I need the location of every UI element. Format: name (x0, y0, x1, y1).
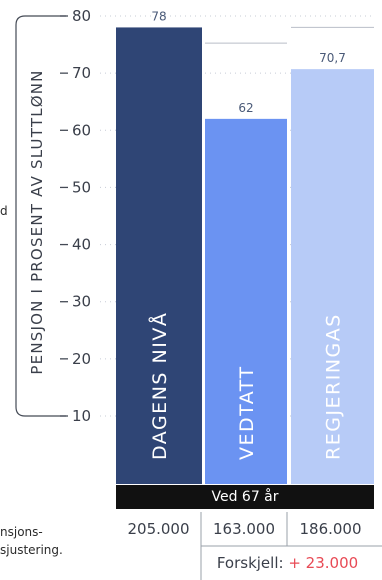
axis-bracket (15, 15, 66, 417)
amount-dagens-niva: 205.000 (127, 520, 190, 538)
y-tick-label-40: 40 (72, 236, 91, 254)
y-tick-label-80: 80 (72, 7, 91, 25)
amount-regjeringas: 186.000 (299, 520, 362, 538)
difference-value: + 23.000 (288, 554, 359, 572)
y-axis-ticks: 10 20 30 40 50 60 70 80 (60, 7, 91, 425)
difference-row: Forskjell: + 23.000 (201, 547, 374, 580)
bar-0 (116, 27, 202, 485)
y-tick-label-70: 70 (72, 64, 91, 82)
y-axis-label: PENSJON I PROSENT AV SLUTTLØNN (28, 69, 46, 374)
value-label-0: 78 (151, 9, 166, 23)
y-tick-label-10: 10 (72, 407, 91, 425)
bar-label-1: VEDTATT (236, 365, 258, 460)
difference-label: Forskjell: (216, 554, 284, 572)
cut-off-text-1: d (0, 204, 8, 218)
bar-1 (205, 118, 287, 484)
y-tick-label-20: 20 (72, 350, 91, 368)
value-label-2: 70,7 (319, 51, 346, 65)
amount-vedtatt: 163.000 (212, 520, 276, 538)
bar-label-0: DAGENS NIVÅ (148, 312, 171, 460)
y-tick-label-50: 50 (72, 178, 91, 196)
bars: 78 DAGENS NIVÅ 62 VEDTATT 70,7 REGJERINGAS (116, 9, 374, 485)
cut-off-text-3: sjustering. (0, 543, 63, 557)
y-tick-label-60: 60 (72, 121, 91, 139)
bar-label-2: REGJERINGAS (323, 313, 345, 460)
cut-off-text-2: nsjons- (0, 525, 43, 539)
bar-2 (291, 69, 374, 485)
axis-bracket-line (15, 15, 66, 417)
y-tick-label-30: 30 (72, 293, 91, 311)
value-label-1: 62 (238, 101, 253, 115)
age-band: Ved 67 år (116, 485, 374, 509)
